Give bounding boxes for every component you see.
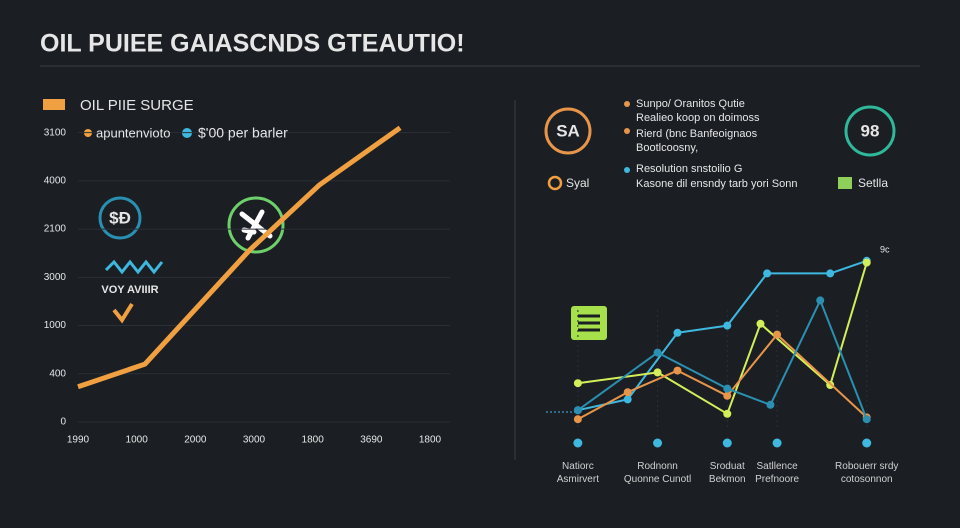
series-line bbox=[77, 125, 402, 390]
note-dot bbox=[624, 128, 630, 134]
list-icon-lines bbox=[578, 314, 600, 332]
annotation: Rierd (bnc Banfeoignaos bbox=[636, 128, 758, 140]
point bbox=[573, 379, 582, 388]
point bbox=[816, 296, 825, 305]
check-icon bbox=[112, 302, 134, 324]
point bbox=[826, 269, 835, 278]
note-dot bbox=[624, 101, 630, 107]
page-title: OIL PUIEE GAIASCNDS GTEAUTIO! bbox=[40, 30, 465, 58]
x-tick-label: 1000 bbox=[126, 435, 149, 446]
series-line bbox=[577, 262, 868, 415]
x-tick-label: 1990 bbox=[67, 435, 90, 446]
point bbox=[723, 384, 732, 393]
legend-marker bbox=[838, 177, 852, 189]
annotation: VOY AVIIIR bbox=[101, 284, 158, 296]
point bbox=[723, 409, 732, 418]
series-line bbox=[577, 259, 868, 412]
annotation: Realieo koop on doimoss bbox=[636, 112, 760, 124]
annotation: Resolution snstoilio G bbox=[636, 163, 742, 175]
point bbox=[573, 406, 582, 415]
badge-label: SA bbox=[556, 121, 580, 140]
annotation: 9c bbox=[880, 244, 890, 254]
point bbox=[862, 258, 871, 267]
x-tick bbox=[653, 438, 663, 448]
y-tick-label: 2100 bbox=[44, 224, 67, 235]
x-tick-label: Sroduat Bekmon bbox=[708, 461, 746, 485]
x-tick-label: 1800 bbox=[302, 435, 325, 446]
wave-icon bbox=[104, 259, 164, 275]
x-tick bbox=[772, 438, 782, 448]
legend-marker bbox=[547, 175, 563, 191]
point bbox=[673, 366, 682, 375]
x-tick bbox=[722, 438, 732, 448]
x-tick-label: Rodnonn Quonne Cunotl bbox=[623, 461, 692, 485]
annotation: Sunpo/ Oranitos Qutie bbox=[636, 98, 745, 110]
x-tick-label: 2000 bbox=[184, 435, 207, 446]
y-tick-label: 400 bbox=[49, 368, 66, 379]
point bbox=[673, 328, 682, 337]
point bbox=[723, 391, 732, 400]
series-line bbox=[577, 299, 868, 420]
note-dot bbox=[624, 167, 630, 173]
y-tick-label: 4000 bbox=[44, 176, 67, 187]
point bbox=[756, 319, 765, 328]
legend-label: Syal bbox=[566, 176, 589, 190]
annotation: $Ð bbox=[109, 208, 131, 227]
point bbox=[623, 388, 632, 397]
annotation: Kasone dil ensndy tarb yori Sonn bbox=[636, 178, 797, 190]
point bbox=[653, 368, 662, 377]
y-tick-label: 3100 bbox=[44, 127, 67, 138]
annotation: $'00 per barler bbox=[198, 125, 288, 141]
badge bbox=[98, 196, 142, 240]
y-tick-label: 1000 bbox=[44, 320, 67, 331]
point bbox=[766, 400, 775, 409]
x-tick-label: 3690 bbox=[360, 435, 383, 446]
x-tick-label: Natiorc Asmirvert bbox=[556, 461, 599, 485]
x-tick-label: Satllence Prefnoore bbox=[755, 461, 800, 485]
point bbox=[773, 330, 782, 339]
annotation: apuntenvioto bbox=[96, 125, 170, 140]
point bbox=[763, 269, 772, 278]
x-tick-label: 3000 bbox=[243, 435, 266, 446]
legend-swatch bbox=[43, 99, 65, 110]
point bbox=[723, 321, 732, 330]
point bbox=[653, 348, 662, 357]
annotation: Bootlcoosny, bbox=[636, 142, 698, 154]
x-tick-label: Robouerr srdy cotosonnon bbox=[835, 461, 899, 485]
x-tick bbox=[862, 438, 872, 448]
x-tick bbox=[573, 438, 583, 448]
legend-label: Setlla bbox=[858, 176, 888, 190]
series-line bbox=[577, 333, 868, 421]
legend-label: OIL PIIE SURGE bbox=[80, 97, 194, 114]
y-tick-label: 0 bbox=[60, 417, 66, 428]
x-tick-label: 1800 bbox=[419, 435, 442, 446]
y-tick-label: 3000 bbox=[44, 272, 67, 283]
badge-label: 98 bbox=[861, 121, 880, 140]
point bbox=[573, 415, 582, 424]
point bbox=[623, 395, 632, 404]
point bbox=[862, 415, 871, 424]
badge bbox=[844, 105, 896, 157]
badge bbox=[544, 107, 592, 155]
